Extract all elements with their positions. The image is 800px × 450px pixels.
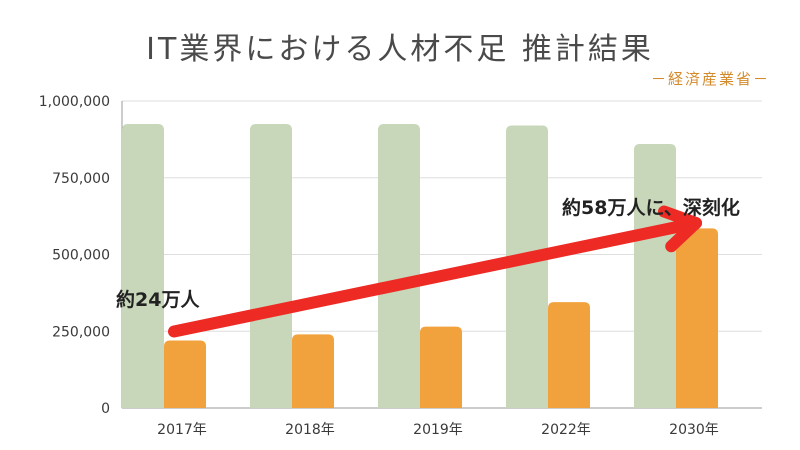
x-tick-label: 2030年 [669, 422, 719, 438]
y-tick-label: 1,000,000 [39, 94, 110, 110]
x-tick-label: 2018年 [285, 422, 335, 438]
bar-series-1 [378, 124, 420, 409]
y-tick-label: 250,000 [52, 324, 110, 340]
x-tick-label: 2019年 [413, 422, 463, 438]
bar-series-2 [676, 228, 718, 408]
bar-series-1 [506, 125, 548, 408]
x-tick-label: 2017年 [157, 422, 207, 438]
bar-series-1 [250, 124, 292, 409]
annotation-end: 約58万人に、深刻化 [562, 197, 740, 219]
bar-series-2 [164, 340, 206, 408]
annotation-start: 約24万人 [116, 289, 200, 311]
x-tick-label: 2022年 [541, 422, 591, 438]
y-tick-label: 500,000 [52, 248, 110, 264]
y-tick-label: 750,000 [52, 171, 110, 187]
trend-arrow-head [658, 205, 702, 253]
bar-series-2 [420, 326, 462, 408]
chart-subtitle: －経済産業省－ [650, 70, 770, 88]
bar-series-2 [548, 302, 590, 408]
bar-series-2 [292, 334, 334, 408]
chart-title: IT業界における人材不足 推計結果 [146, 32, 654, 67]
trend-arrow-line [168, 217, 702, 338]
bar-series-1 [122, 124, 164, 409]
y-tick-label: 0 [101, 401, 110, 417]
bar-series-1 [634, 143, 676, 409]
